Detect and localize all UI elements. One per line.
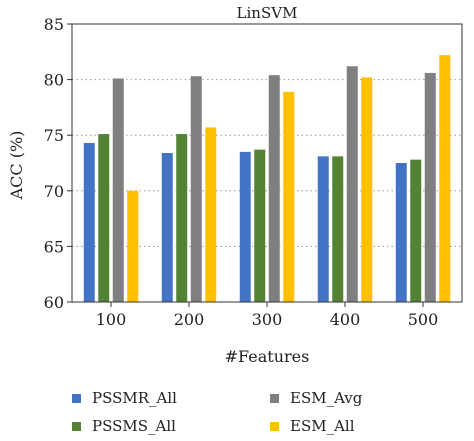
x-tick-label: 500 xyxy=(408,310,439,329)
legend-label-PSSMR_All: PSSMR_All xyxy=(92,389,177,407)
legend-swatch-PSSMS_All xyxy=(72,422,81,431)
y-tick-label: 70 xyxy=(44,182,64,201)
y-ticks: 60 65 70 75 80 85 xyxy=(44,15,72,312)
legend-label-ESM_All: ESM_All xyxy=(290,417,355,435)
x-ticks: 100 200 300 400 500 xyxy=(96,302,439,329)
x-tick-label: 400 xyxy=(330,310,361,329)
legend: PSSMR_All PSSMS_All ESM_Avg ESM_All xyxy=(72,389,363,435)
bar-PSSMR_All-400 xyxy=(317,156,329,302)
y-tick-label: 75 xyxy=(44,126,64,145)
bar-PSSMR_All-200 xyxy=(161,152,173,302)
bar-PSSMS_All-300 xyxy=(254,149,266,302)
bar-ESM_All-100 xyxy=(127,190,139,302)
bar-PSSMS_All-400 xyxy=(332,156,344,302)
legend-swatch-ESM_Avg xyxy=(270,394,279,403)
x-tick-label: 200 xyxy=(174,310,205,329)
y-axis-label: ACC (%) xyxy=(7,131,26,201)
bar-PSSMR_All-500 xyxy=(395,163,407,302)
y-tick-label: 60 xyxy=(44,293,64,312)
legend-swatch-PSSMR_All xyxy=(72,394,81,403)
bar-ESM_Avg-100 xyxy=(112,78,124,302)
x-tick-label: 300 xyxy=(252,310,283,329)
legend-label-ESM_Avg: ESM_Avg xyxy=(290,389,363,407)
bar-ESM_All-300 xyxy=(283,91,295,302)
bars xyxy=(83,55,451,302)
legend-swatch-ESM_All xyxy=(270,422,279,431)
bar-PSSMS_All-100 xyxy=(98,134,110,302)
x-axis-label: #Features xyxy=(225,347,310,366)
y-tick-label: 85 xyxy=(44,15,64,34)
y-tick-label: 65 xyxy=(44,237,64,256)
bar-ESM_All-500 xyxy=(439,55,451,302)
bar-PSSMS_All-500 xyxy=(410,159,422,302)
bar-ESM_All-200 xyxy=(205,127,217,302)
chart-title: LinSVM xyxy=(237,4,298,22)
bar-ESM_All-400 xyxy=(361,77,373,302)
x-tick-label: 100 xyxy=(96,310,127,329)
bar-ESM_Avg-500 xyxy=(424,72,436,302)
bar-ESM_Avg-300 xyxy=(268,75,280,302)
legend-label-PSSMS_All: PSSMS_All xyxy=(92,417,176,435)
bar-ESM_Avg-400 xyxy=(346,66,358,302)
bar-PSSMR_All-300 xyxy=(239,151,251,302)
y-tick-label: 80 xyxy=(44,71,64,90)
bar-PSSMR_All-100 xyxy=(83,142,95,302)
bar-ESM_Avg-200 xyxy=(190,76,202,302)
bar-PSSMS_All-200 xyxy=(176,134,188,302)
